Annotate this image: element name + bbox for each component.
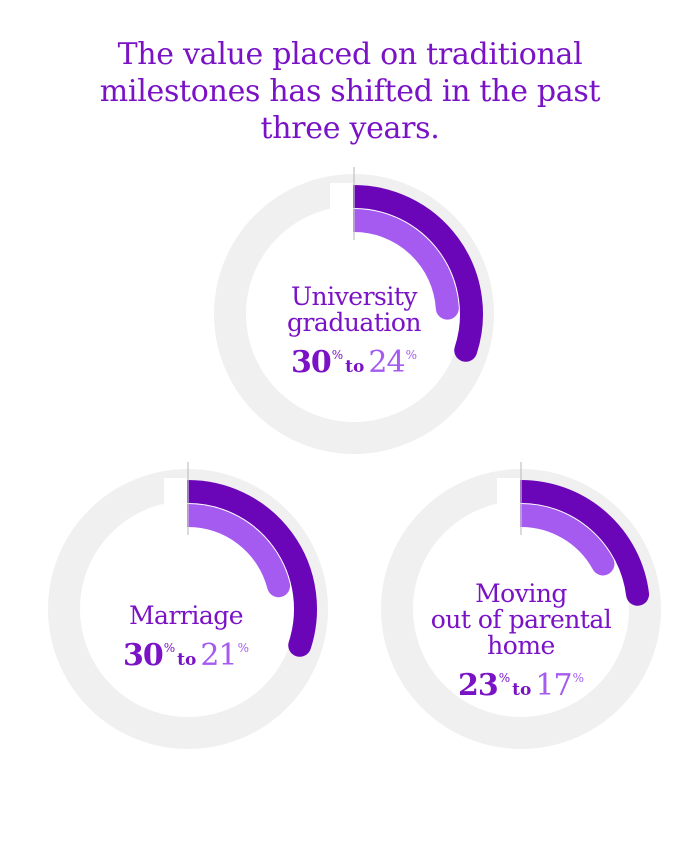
- previous-value: 23: [458, 668, 499, 703]
- current-value-arc: [176, 504, 291, 598]
- current-value-arc: [342, 209, 459, 320]
- category-name: graduation: [286, 308, 422, 337]
- current-value-arc: [509, 504, 615, 576]
- category-name: out of parental: [430, 605, 612, 634]
- percent-sign: %: [405, 348, 417, 362]
- category-name: Moving: [475, 579, 567, 608]
- connector-word: to: [345, 357, 365, 377]
- previous-value-arc: [176, 480, 317, 657]
- donut-label-marriage: Marriage 30%to 21%: [86, 603, 286, 677]
- category-name: Marriage: [128, 601, 244, 630]
- start-cap-mask: [330, 183, 353, 237]
- donut-label-moving-out: Moving out of parental home 23%to 17%: [411, 581, 631, 707]
- start-cap-mask: [164, 478, 187, 532]
- percent-sign: %: [163, 641, 176, 655]
- chart-title: The value placed on traditional mileston…: [0, 36, 700, 147]
- current-value: 21: [200, 638, 237, 673]
- previous-value-arc: [342, 185, 483, 362]
- value-change: 30%to 21%: [86, 631, 286, 677]
- start-cap-mask: [497, 478, 520, 532]
- donut-label-university: University graduation 30%to 24%: [244, 284, 464, 384]
- title-line: milestones has shifted in the past: [99, 74, 601, 109]
- category-name: University: [290, 282, 418, 311]
- percent-sign: %: [331, 348, 344, 362]
- previous-value: 30: [291, 345, 332, 380]
- category-name: home: [487, 631, 555, 660]
- percent-sign: %: [572, 671, 584, 685]
- value-change: 23%to 17%: [411, 661, 631, 707]
- title-line: three years.: [260, 111, 440, 146]
- percent-sign: %: [237, 641, 249, 655]
- current-value: 17: [535, 668, 572, 703]
- title-line: The value placed on traditional: [117, 37, 583, 72]
- current-value: 24: [368, 345, 405, 380]
- previous-value: 30: [123, 638, 164, 673]
- value-change: 30%to 24%: [244, 338, 464, 384]
- previous-value-arc: [509, 480, 650, 606]
- connector-word: to: [177, 650, 197, 670]
- percent-sign: %: [498, 671, 511, 685]
- connector-word: to: [512, 680, 532, 700]
